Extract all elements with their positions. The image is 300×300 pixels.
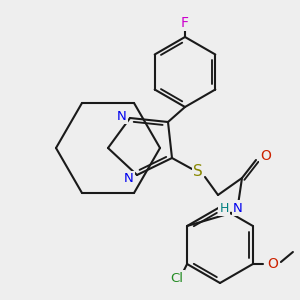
Text: H: H	[219, 202, 229, 214]
Text: O: O	[268, 257, 278, 271]
Text: N: N	[117, 110, 127, 122]
Text: N: N	[124, 172, 134, 185]
Text: O: O	[261, 149, 272, 163]
Text: S: S	[193, 164, 203, 179]
Text: F: F	[181, 16, 189, 30]
Text: Cl: Cl	[171, 272, 184, 284]
Text: N: N	[233, 202, 243, 214]
